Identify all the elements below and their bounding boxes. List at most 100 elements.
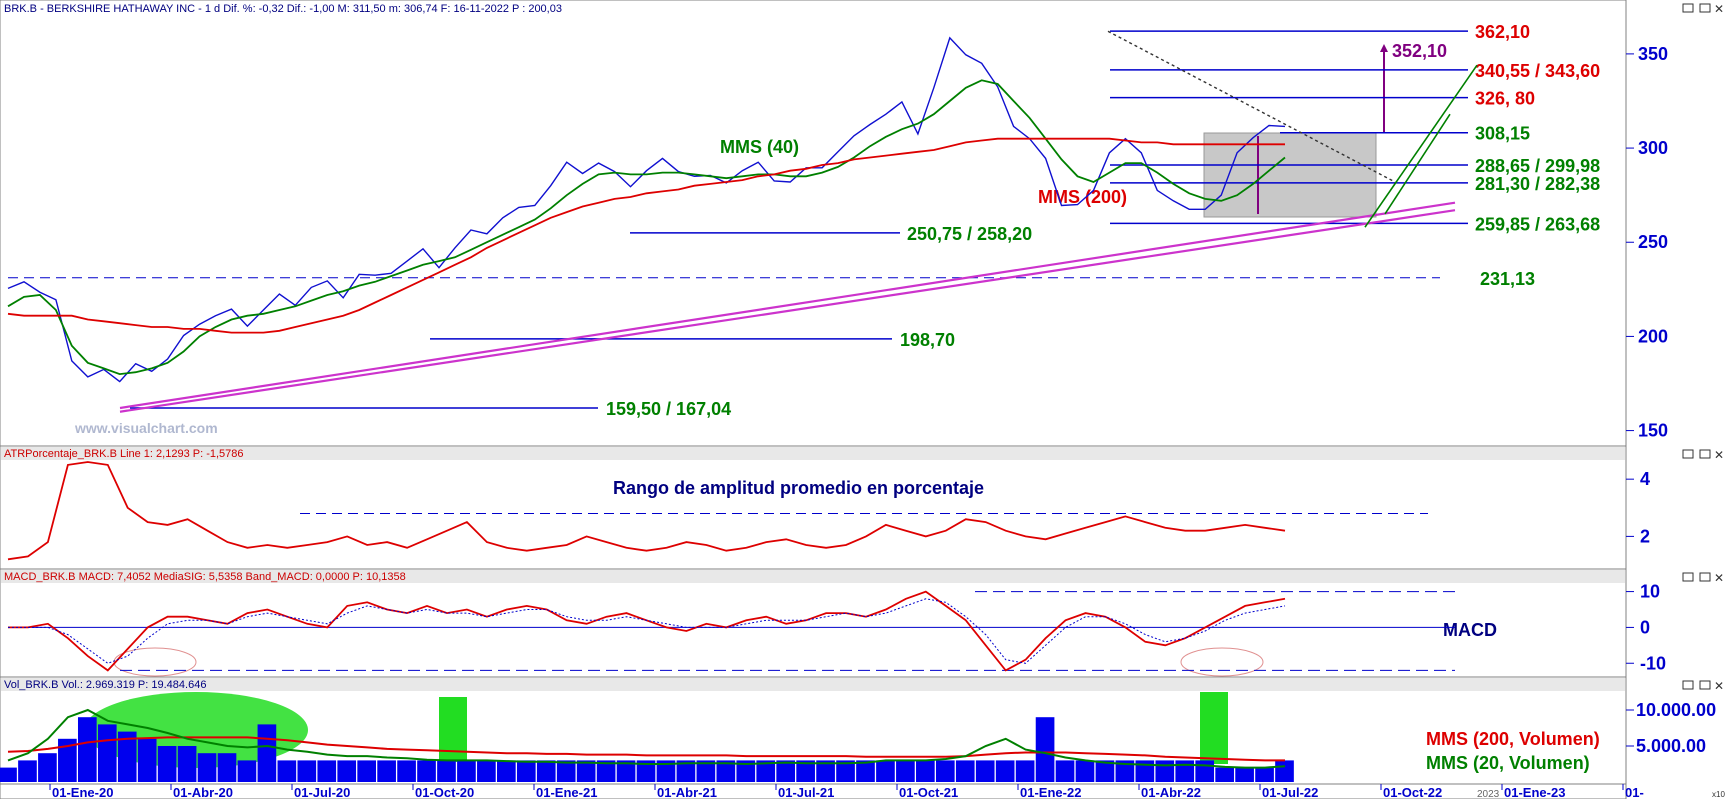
level-label: 231,13 [1480,269,1535,289]
macd-low-ellipse [1180,647,1264,677]
x-tick-label: 01-Abr-21 [657,785,717,799]
atr-title: Rango de amplitud promedio en porcentaje [613,478,984,498]
volume-bar [716,760,736,782]
maximize-icon[interactable] [1699,3,1711,13]
close-icon[interactable]: ✕ [1714,448,1724,462]
volume-bar [796,760,815,782]
y-tick-label: 250 [1638,232,1668,252]
consolidation-box [1203,132,1377,218]
volume-ma-line [7,708,1286,769]
volume-bar [856,760,875,782]
volume-bar [756,760,776,782]
volume-bar [377,760,396,782]
minimize-icon[interactable] [1682,680,1694,690]
signal-line [8,598,1286,664]
volume-bar [397,760,416,782]
price-panel-controls[interactable]: ✕ [1682,2,1724,16]
atr-header: ATRPorcentaje_BRK.B Line 1: 2,1293 P: -1… [4,448,244,460]
y-tick-label: 4 [1640,469,1650,489]
macd-panel [0,568,1627,678]
volume-bar [197,753,217,782]
year-label: 2023 [1477,789,1500,799]
x-tick-label: 01-Jul-20 [294,785,350,799]
atr-header-strip [1,447,1625,460]
volume-bar [1035,717,1055,782]
atr-line [7,461,1286,561]
trend-line [119,201,1456,410]
x-tick-label: 01-Ene-22 [1020,785,1081,799]
volume-bar [297,760,317,782]
volume-bar [916,760,935,782]
volume-bar [1095,760,1115,782]
volume-bar [876,760,895,782]
volume-bar [1155,760,1175,782]
minimize-icon[interactable] [1682,3,1694,13]
mms200-label: MMS (200) [1038,187,1127,207]
mms40-label: MMS (40) [720,137,799,157]
price-header: BRK.B - BERKSHIRE HATHAWAY INC - 1 d Dif… [4,3,562,15]
y-tick-label: 10.000.00 [1636,700,1716,720]
volume-bar [1115,760,1135,782]
volume-bar [896,760,915,782]
y-tick-label: 5.000.00 [1636,736,1706,756]
volume-bar [955,760,975,782]
volume-bar [636,760,656,782]
series-line [7,36,1286,383]
level-label: 352,10 [1392,41,1447,61]
vol-panel-controls[interactable]: ✕ [1682,679,1724,693]
close-icon[interactable]: ✕ [1714,2,1724,16]
chart-marks: 150 200 250 300 350 362,10 352,10 340,55 / 343,… [0,22,1716,799]
volume-bar [337,760,357,782]
maximize-icon[interactable] [1699,572,1711,582]
vol-mms200-label: MMS (200, Volumen) [1426,729,1600,749]
level-label: 288,65 / 299,98 [1475,156,1600,176]
x-tick-label: 01-Abr-20 [173,785,233,799]
watermark: www.visualchart.com [74,420,218,436]
minimize-icon[interactable] [1682,449,1694,459]
volume-bar [1275,760,1294,782]
volume-bar [935,760,955,782]
volume-bar [157,746,177,782]
volume-bar [616,760,636,782]
level-label: 340,55 / 343,60 [1475,61,1600,81]
x-tick-label: 01-Oct-22 [1383,785,1442,799]
volume-bar [477,760,496,782]
volume-bar [1195,760,1215,782]
level-label: 281,30 / 282,38 [1475,174,1600,194]
x-tick-label: 01- [1625,785,1644,799]
volume-bar [736,760,756,782]
x-tick-label: 01-Oct-21 [899,785,958,799]
volume-bar [1075,760,1095,782]
arrow-head-icon [1380,44,1388,52]
close-icon[interactable]: ✕ [1714,571,1724,585]
y-tick-label: 0 [1640,617,1650,637]
x-tick-label: 01-Abr-22 [1141,785,1201,799]
y-tick-label: 2 [1640,526,1650,546]
volume-bar [1055,760,1075,782]
macd-header-strip [1,570,1625,583]
maximize-icon[interactable] [1699,680,1711,690]
y-tick-label: 200 [1638,326,1668,346]
level-label: 326, 80 [1475,89,1535,109]
level-label: 362,10 [1475,22,1530,42]
series-line [7,137,1285,334]
volume-bar [1255,767,1274,782]
volume-bar [317,760,337,782]
volume-bar [237,760,257,782]
atr-panel-controls[interactable]: ✕ [1682,448,1724,462]
volume-bar [776,760,796,782]
volume-bar [995,760,1015,782]
volume-bar [1015,760,1035,782]
macd-panel-controls[interactable]: ✕ [1682,571,1724,585]
zoom-label[interactable]: x10 [1712,790,1725,799]
maximize-icon[interactable] [1699,449,1711,459]
minimize-icon[interactable] [1682,572,1694,582]
close-icon[interactable]: ✕ [1714,679,1724,693]
volume-bar [117,731,137,782]
volume-bar [77,717,97,782]
level-label: 259,85 / 263,68 [1475,214,1600,234]
macd-title: MACD [1443,620,1497,640]
volume-bar [1215,767,1234,782]
